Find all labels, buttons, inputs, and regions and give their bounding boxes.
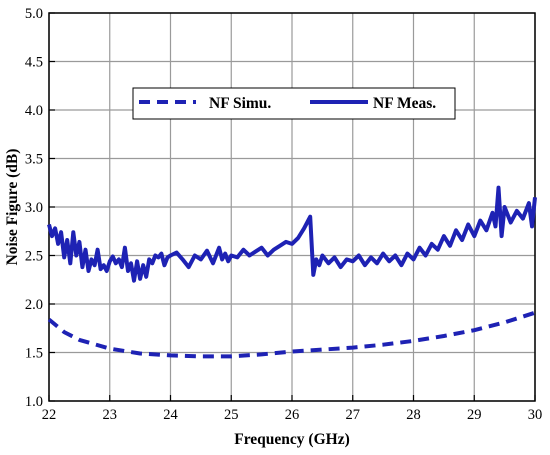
- x-tick-label: 30: [528, 407, 543, 423]
- y-axis-title: Noise Figure (dB): [4, 149, 21, 266]
- y-tick-label: 3.0: [25, 200, 43, 216]
- y-tick-label: 4.5: [25, 55, 43, 71]
- y-tick-label: 2.0: [25, 297, 43, 313]
- x-tick-label: 22: [42, 407, 57, 423]
- legend-box: [132, 87, 456, 120]
- series-line-simu: [47, 310, 536, 359]
- axis-ticks: 22 23 24 25 26 27 28 29 30 1.0 1.5 2.0 2.5 3.0 3.5 4.0 4…: [25, 6, 542, 423]
- series-layer: [47, 185, 537, 359]
- x-axis-title: Frequency (GHz): [234, 431, 350, 448]
- x-tick-label: 28: [406, 407, 421, 423]
- x-tick-label: 27: [346, 407, 361, 423]
- y-tick-label: 5.0: [25, 6, 43, 22]
- x-tick-label: 25: [224, 407, 239, 423]
- x-tick-label: 26: [285, 407, 300, 423]
- legend: NF Simu. NF Meas.: [132, 87, 456, 120]
- y-tick-label: 3.5: [25, 152, 43, 168]
- legend-label-meas: NF Meas.: [373, 95, 436, 112]
- legend-label-simu: NF Simu.: [209, 95, 271, 112]
- x-tick-label: 24: [163, 407, 178, 423]
- y-tick-label: 4.0: [25, 103, 43, 119]
- series-line-meas: [47, 185, 537, 283]
- x-tick-label: 29: [467, 407, 482, 423]
- grid: [48, 12, 536, 402]
- y-tick-label: 2.5: [25, 249, 43, 265]
- y-tick-label: 1.5: [25, 346, 43, 362]
- x-tick-label: 23: [103, 407, 118, 423]
- y-tick-label: 1.0: [25, 394, 43, 410]
